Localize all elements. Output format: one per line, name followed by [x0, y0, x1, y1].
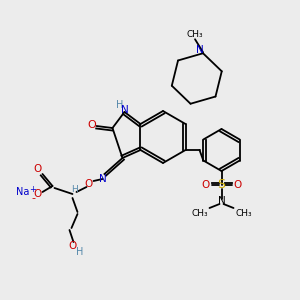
Text: N: N — [121, 105, 128, 115]
Text: CH₃: CH₃ — [187, 30, 203, 39]
Text: Na: Na — [16, 187, 29, 197]
Text: S: S — [218, 178, 226, 191]
Text: H: H — [76, 247, 83, 257]
Text: O: O — [84, 179, 93, 189]
Text: +: + — [29, 184, 36, 194]
Text: -: - — [32, 193, 35, 203]
Text: CH₃: CH₃ — [191, 209, 208, 218]
Text: H: H — [71, 185, 78, 194]
Text: O: O — [201, 180, 210, 190]
Text: O: O — [33, 189, 42, 199]
Text: O: O — [233, 180, 242, 190]
Text: O: O — [87, 120, 96, 130]
Text: H: H — [116, 100, 123, 110]
Text: O: O — [68, 241, 76, 251]
Text: CH₃: CH₃ — [235, 209, 252, 218]
Text: N: N — [218, 196, 225, 206]
Text: N: N — [196, 45, 204, 55]
Text: O: O — [33, 164, 42, 174]
Text: N: N — [99, 174, 106, 184]
